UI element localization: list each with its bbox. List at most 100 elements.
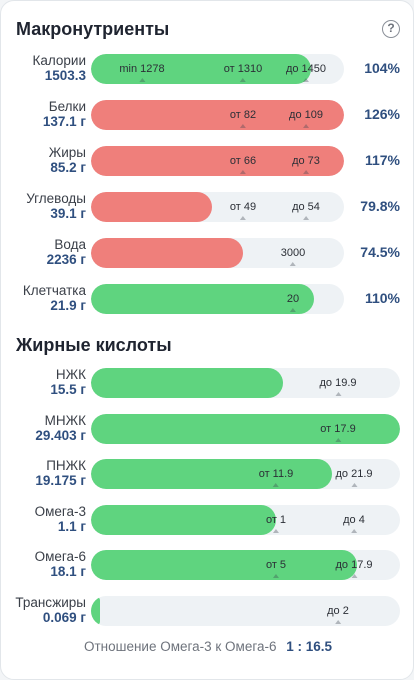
- range-marker-label: от 1310: [223, 63, 263, 75]
- nutrient-name: Жиры: [48, 145, 86, 160]
- nutrient-name: Омега-6: [34, 549, 86, 565]
- progress-track: от 5 до 17.9: [91, 550, 400, 581]
- nutrient-name: ПНЖК: [46, 458, 86, 474]
- nutrient-percent: 126%: [364, 106, 400, 122]
- range-marker-label: от 82: [229, 109, 257, 121]
- nutrient-amount: 29.403 г: [35, 427, 86, 443]
- marker-tick-icon: [302, 170, 309, 174]
- nutrient-row[interactable]: Омега-6 18.1 г от 5 до 17.9: [1, 545, 414, 587]
- range-marker: до 109: [289, 100, 323, 130]
- range-marker-label: до 109: [289, 109, 323, 121]
- nutrient-percent: 74.5%: [360, 244, 400, 260]
- marker-tick-icon: [239, 78, 246, 82]
- nutrient-label: Белки 137.1 г: [43, 99, 86, 129]
- range-marker-label: до 17.9: [335, 559, 373, 572]
- range-marker: от 1: [266, 505, 286, 535]
- progress-track: 20: [91, 284, 344, 314]
- progress-fill: [91, 413, 400, 444]
- nutrient-amount: 19.175 г: [35, 473, 86, 489]
- range-marker-label: до 19.9: [319, 377, 357, 389]
- nutrient-name: Калории: [32, 53, 87, 68]
- nutrient-label: МНЖК 29.403 г: [35, 413, 86, 443]
- progress-track: от 11.9 до 21.9: [91, 459, 400, 490]
- marker-tick-icon: [350, 483, 357, 488]
- range-marker-label: 20: [286, 293, 300, 305]
- range-marker: до 19.9: [319, 368, 357, 398]
- fatty-acids-section-title: Жирные кислоты: [16, 335, 172, 355]
- range-marker: до 73: [292, 146, 320, 176]
- marker-tick-icon: [289, 262, 296, 266]
- nutrient-percent: 110%: [364, 290, 400, 306]
- nutrient-name: НЖК: [55, 367, 86, 382]
- range-marker-label: от 5: [265, 559, 287, 572]
- nutrient-amount: 137.1 г: [42, 114, 86, 129]
- marker-tick-icon: [272, 483, 279, 488]
- marker-tick-icon: [138, 78, 145, 82]
- marker-tick-icon: [240, 170, 246, 174]
- range-marker: 3000: [281, 238, 305, 268]
- marker-tick-icon: [302, 78, 309, 82]
- help-icon[interactable]: ?: [382, 20, 400, 38]
- progress-fill: [91, 550, 357, 581]
- progress-track: от 66 до 73: [91, 146, 344, 176]
- nutrient-row[interactable]: Вода 2236 г 3000 74.5%: [1, 233, 414, 275]
- nutrient-percent: 117%: [364, 152, 400, 168]
- progress-track: 3000: [91, 238, 344, 268]
- nutrient-row[interactable]: Белки 137.1 г от 82 до 109 126%: [1, 95, 414, 137]
- nutrient-name: Углеводы: [26, 191, 86, 206]
- progress-fill: [91, 459, 332, 490]
- marker-tick-icon: [240, 124, 246, 128]
- nutrient-name: МНЖК: [44, 412, 86, 428]
- progress-fill: [91, 238, 243, 268]
- nutrient-amount: 15.5 г: [50, 382, 86, 397]
- marker-tick-icon: [240, 216, 246, 220]
- progress-track: min 1278 от 1310 до 1450: [91, 54, 344, 84]
- progress-track: от 17.9: [91, 413, 400, 444]
- marker-tick-icon: [351, 528, 357, 533]
- nutrient-row[interactable]: МНЖК 29.403 г от 17.9: [1, 409, 414, 451]
- nutrient-name: Клетчатка: [22, 283, 86, 298]
- progress-track: до 2: [91, 596, 400, 626]
- nutrient-label: Жиры 85.2 г: [49, 145, 86, 175]
- progress-track: до 19.9: [91, 368, 400, 398]
- progress-fill: [91, 596, 100, 626]
- marker-tick-icon: [334, 437, 341, 442]
- nutrient-amount: 2236 г: [46, 252, 86, 267]
- range-marker: от 1310: [224, 54, 262, 84]
- nutrient-row[interactable]: Трансжиры 0.069 г до 2: [1, 591, 414, 633]
- nutrient-name: Вода: [54, 237, 86, 252]
- nutrient-percent: 79.8%: [360, 198, 400, 214]
- progress-fill: [91, 284, 314, 314]
- nutrient-label: Калории 1503.3: [33, 53, 87, 83]
- marker-tick-icon: [302, 216, 309, 220]
- nutrient-row[interactable]: ПНЖК 19.175 г от 11.9 до 21.9: [1, 454, 414, 496]
- nutrient-label: ПНЖК 19.175 г: [35, 458, 86, 488]
- range-marker: до 1450: [286, 54, 326, 84]
- range-marker: от 82: [230, 100, 256, 130]
- range-marker: от 5: [266, 550, 286, 580]
- range-marker-label: от 11.9: [258, 468, 294, 481]
- nutrient-row[interactable]: Клетчатка 21.9 г 20 110%: [1, 279, 414, 321]
- nutrient-label: Вода 2236 г: [47, 237, 86, 267]
- omega-ratio-label: Отношение Омега-3 к Омега-6: [83, 639, 277, 654]
- nutrient-label: Трансжиры 0.069 г: [15, 595, 86, 625]
- marker-tick-icon: [290, 308, 296, 312]
- nutrient-row[interactable]: НЖК 15.5 г до 19.9: [1, 363, 414, 405]
- range-marker-label: от 66: [229, 155, 257, 167]
- range-marker-label: до 21.9: [335, 468, 373, 481]
- range-marker-label: 3000: [280, 247, 306, 259]
- marker-tick-icon: [302, 124, 309, 128]
- nutrient-row[interactable]: Жиры 85.2 г от 66 до 73 117%: [1, 141, 414, 183]
- nutrient-name: Трансжиры: [15, 595, 86, 610]
- progress-track: от 49 до 54: [91, 192, 344, 222]
- nutrient-row[interactable]: Омега-3 1.1 г от 1 до 4: [1, 500, 414, 542]
- nutrient-row[interactable]: Углеводы 39.1 г от 49 до 54 79.8%: [1, 187, 414, 229]
- range-marker-label: до 73: [292, 155, 320, 167]
- nutrient-row[interactable]: Калории 1503.3 min 1278 от 1310 до 1450 104%: [1, 49, 414, 91]
- omega-ratio: Отношение Омега-3 к Омега-6 1 : 16.5: [1, 639, 414, 654]
- nutrient-label: Омега-6 18.1 г: [35, 549, 86, 579]
- nutrient-amount: 85.2 г: [50, 160, 86, 175]
- range-marker: от 49: [230, 192, 256, 222]
- omega-ratio-value: 1 : 16.5: [286, 639, 333, 654]
- nutrient-amount: 1.1 г: [57, 518, 86, 534]
